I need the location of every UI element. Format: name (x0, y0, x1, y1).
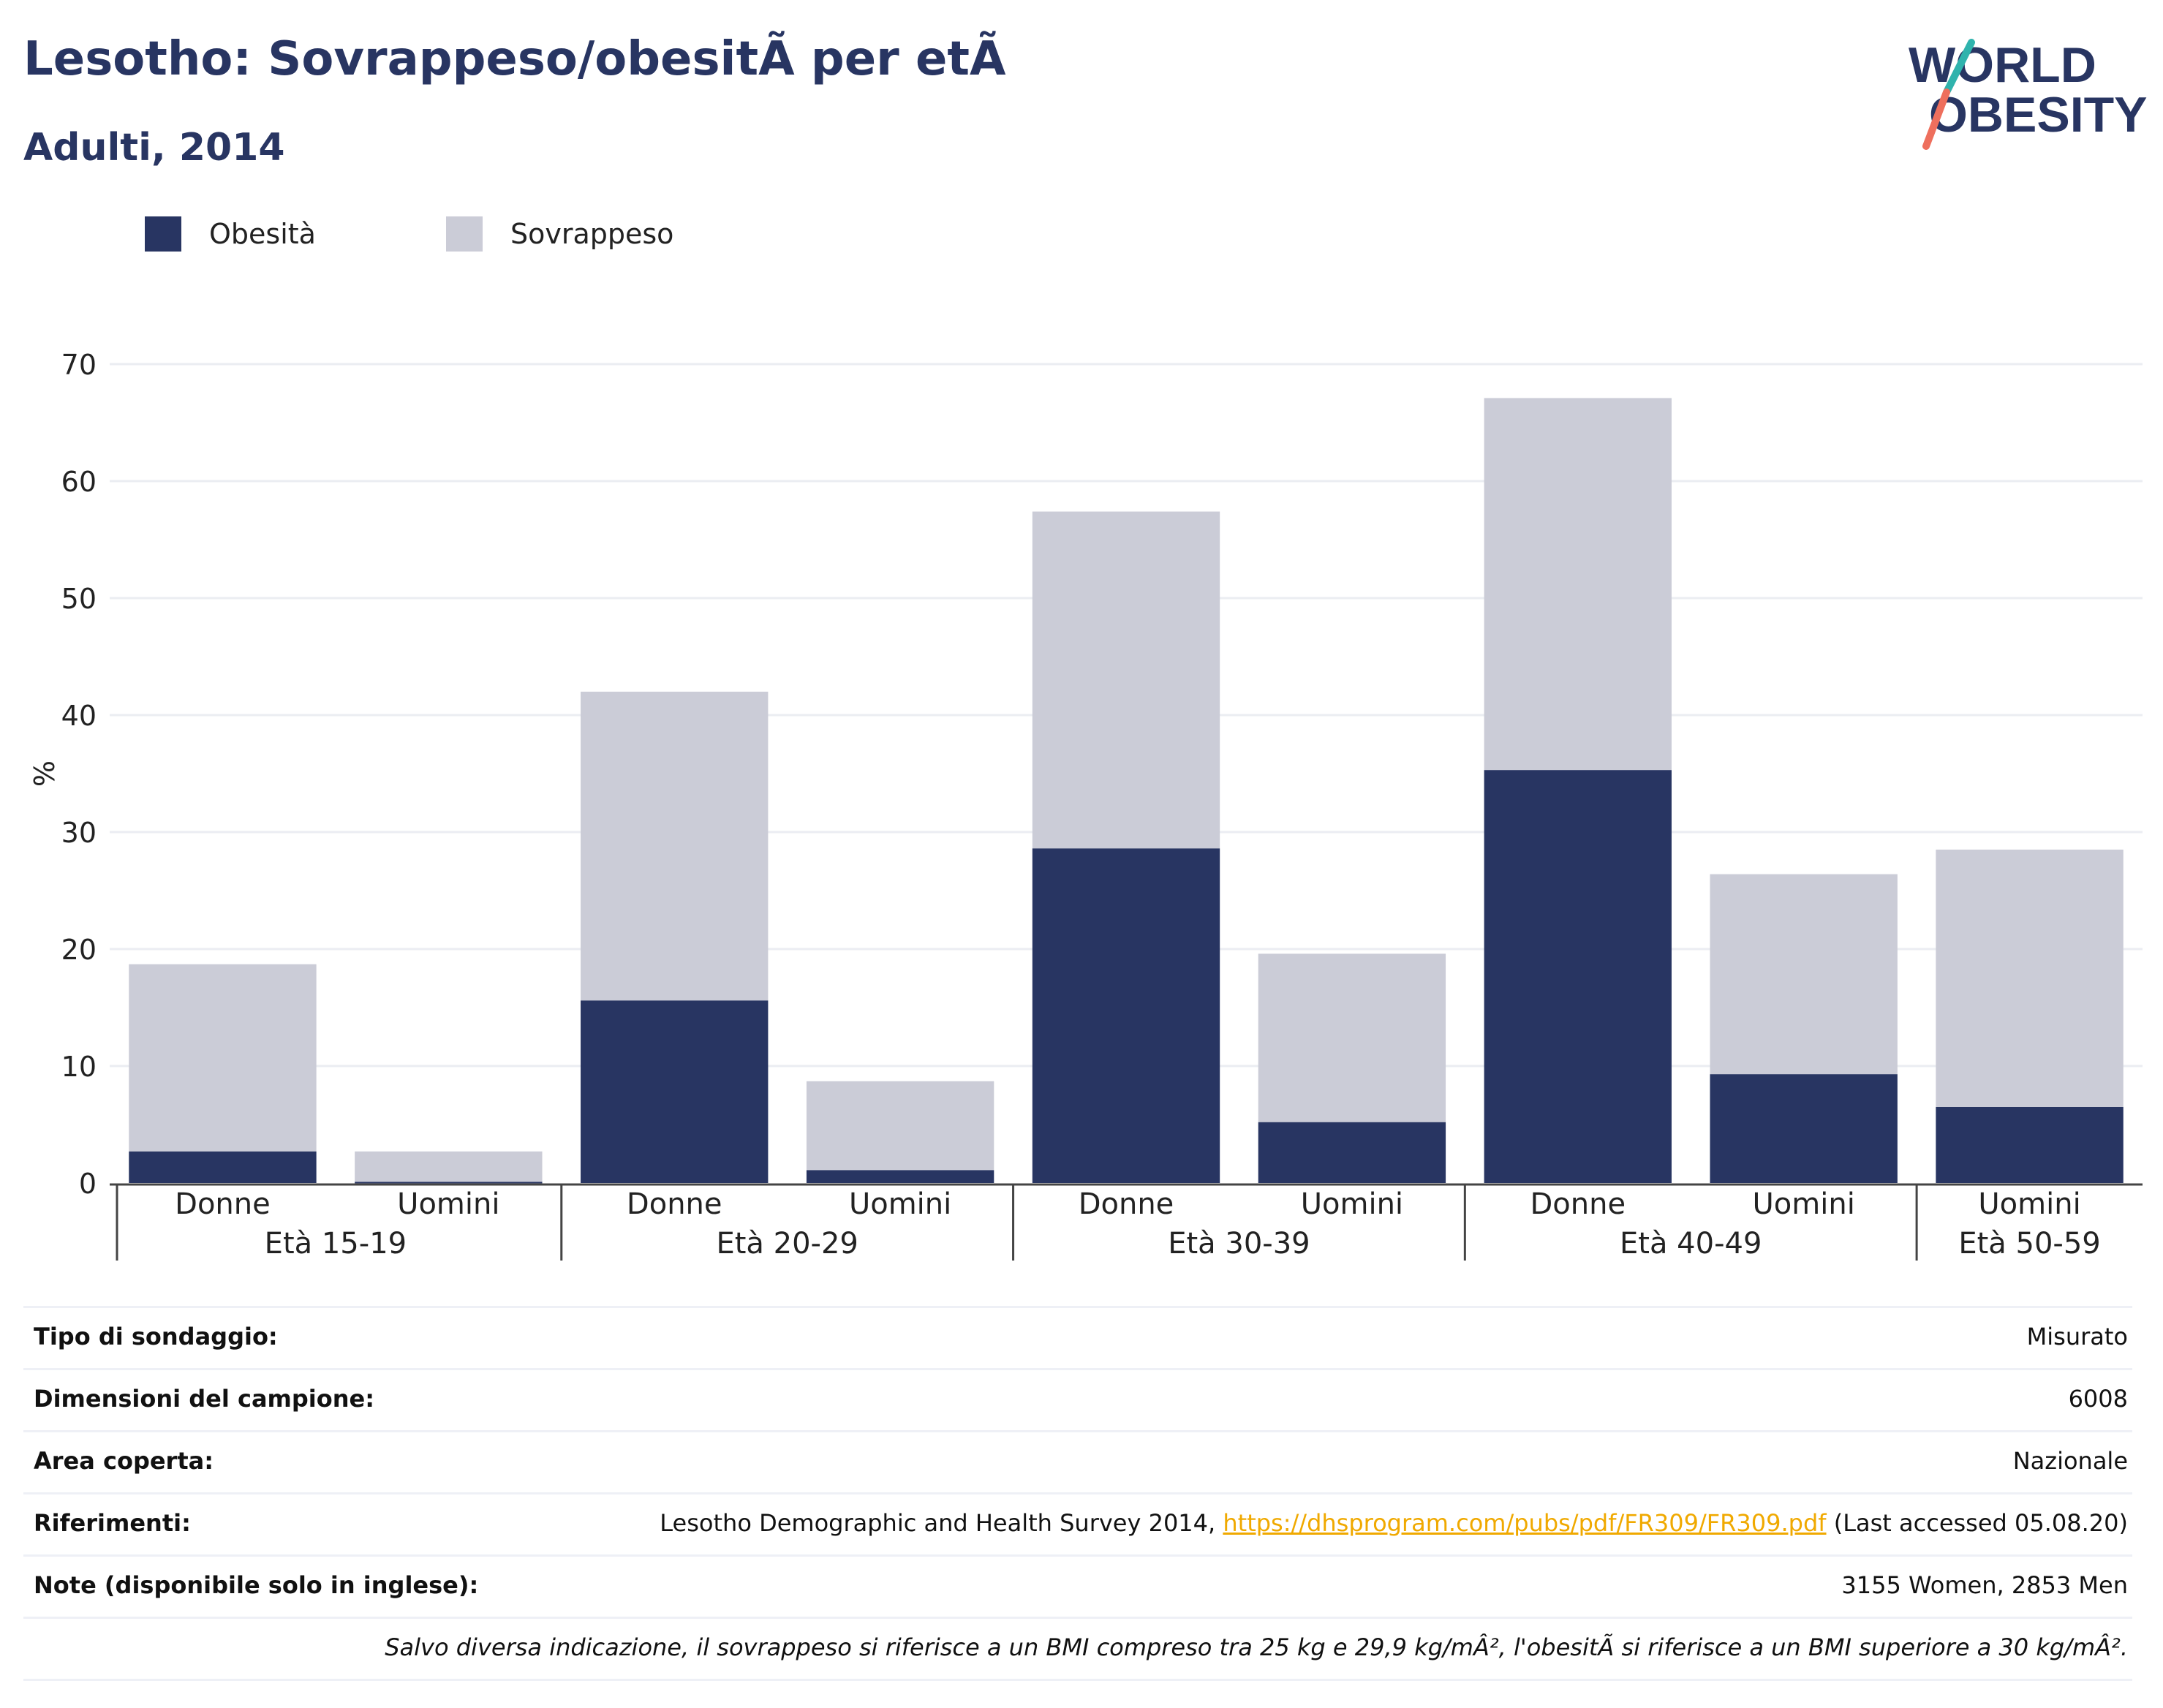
logo-line1: WORLD (1909, 37, 2096, 93)
bar-obesity (1258, 1122, 1446, 1183)
x-tick-label: Donne (627, 1187, 722, 1221)
x-group-label: Età 30-39 (1168, 1227, 1310, 1261)
meta-row-survey-type: Tipo di sondaggio: Misurato (23, 1306, 2132, 1368)
y-tick-label: 60 (61, 466, 97, 498)
x-tick-label: Uomini (849, 1187, 951, 1221)
legend-item-overweight: Sovrappeso (446, 216, 673, 252)
legend-label-obesity: Obesità (209, 218, 316, 250)
meta-label: Note (disponibile solo in inglese): (34, 1571, 479, 1599)
bar-overweight (1936, 850, 2124, 1107)
logo-line2: OBESITY (1929, 87, 2148, 143)
bar-obesity (355, 1182, 543, 1184)
page-title: Lesotho: Sovrappeso/obesitÃ per etÃ (23, 32, 1006, 86)
y-tick-label: 50 (61, 583, 97, 615)
x-group-label: Età 50-59 (1958, 1227, 2100, 1261)
legend-swatch-overweight (446, 216, 483, 252)
legend-swatch-obesity (145, 216, 181, 252)
legend-label-overweight: Sovrappeso (510, 218, 674, 250)
y-tick-label: 20 (61, 934, 97, 966)
page-subtitle: Adulti, 2014 (23, 126, 285, 170)
meta-label: Area coperta: (34, 1447, 214, 1475)
meta-value: Misurato (2026, 1323, 2128, 1350)
logo-slash-coral (1922, 88, 1950, 150)
x-tick-label: Donne (1079, 1187, 1174, 1221)
y-axis-label: % (29, 760, 61, 787)
bar-overweight (355, 1151, 543, 1182)
y-tick-label: 30 (61, 817, 97, 849)
bar-obesity (1936, 1107, 2124, 1183)
reference-text: Lesotho Demographic and Health Survey 20… (660, 1509, 1223, 1537)
bar-overweight (806, 1081, 994, 1171)
meta-label: Riferimenti: (34, 1509, 191, 1537)
logo-slash-teal (1943, 39, 1975, 96)
meta-row-area: Area coperta: Nazionale (23, 1430, 2132, 1492)
world-obesity-logo: WORLD OBESITY (1909, 37, 2148, 150)
y-tick-label: 10 (61, 1051, 97, 1083)
meta-value: 6008 (2068, 1385, 2128, 1413)
meta-value: Nazionale (2012, 1447, 2128, 1475)
x-tick-label: Uomini (1301, 1187, 1403, 1221)
meta-value: 3155 Women, 2853 Men (1841, 1571, 2128, 1599)
bar-overweight (1032, 511, 1220, 849)
bar-obesity (1710, 1074, 1898, 1183)
bar-overweight (1484, 398, 1672, 771)
x-tick-label: Uomini (1978, 1187, 2080, 1221)
meta-row-sample-size: Dimensioni del campione: 6008 (23, 1368, 2132, 1430)
meta-label: Dimensioni del campione: (34, 1385, 375, 1413)
y-tick-label: 70 (61, 349, 97, 381)
meta-label: Tipo di sondaggio: (34, 1323, 278, 1350)
reference-link[interactable]: https://dhsprogram.com/pubs/pdf/FR309/FR… (1223, 1509, 1827, 1537)
reference-accessed: (Last accessed 05.08.20) (1826, 1509, 2128, 1537)
meta-row-references: Riferimenti: Lesotho Demographic and Hea… (23, 1492, 2132, 1554)
bar-obesity (1032, 848, 1220, 1183)
bar-obesity (129, 1151, 317, 1183)
bar-obesity (581, 1000, 769, 1183)
footnote: Salvo diversa indicazione, il sovrappeso… (385, 1633, 2128, 1661)
bar-overweight (1258, 953, 1446, 1122)
stacked-bar-chart: 0 10 20 30 40 50 60 70% Donne Uomini Donne Uomini Do… (29, 349, 2143, 1261)
y-tick-label: 0 (79, 1168, 97, 1200)
legend-item-obesity: Obesità (145, 216, 316, 252)
meta-row-footnote: Salvo diversa indicazione, il sovrappeso… (23, 1617, 2132, 1681)
meta-row-notes: Note (disponibile solo in inglese): 3155… (23, 1554, 2132, 1617)
bar-overweight (129, 964, 317, 1152)
x-group-label: Età 15-19 (265, 1227, 407, 1261)
bar-obesity (806, 1170, 994, 1183)
metadata-table: Tipo di sondaggio: Misurato Dimensioni d… (23, 1306, 2132, 1681)
x-group-label: Età 20-29 (716, 1227, 858, 1261)
bar-overweight (1710, 874, 1898, 1075)
meta-value-references: Lesotho Demographic and Health Survey 20… (660, 1509, 2128, 1537)
x-tick-label: Uomini (1753, 1187, 1855, 1221)
x-tick-label: Donne (1530, 1187, 1626, 1221)
bar-overweight (581, 692, 769, 1001)
y-tick-label: 40 (61, 700, 97, 732)
x-tick-label: Uomini (397, 1187, 499, 1221)
x-group-label: Età 40-49 (1620, 1227, 1762, 1261)
bar-obesity (1484, 770, 1672, 1183)
x-tick-label: Donne (175, 1187, 271, 1221)
